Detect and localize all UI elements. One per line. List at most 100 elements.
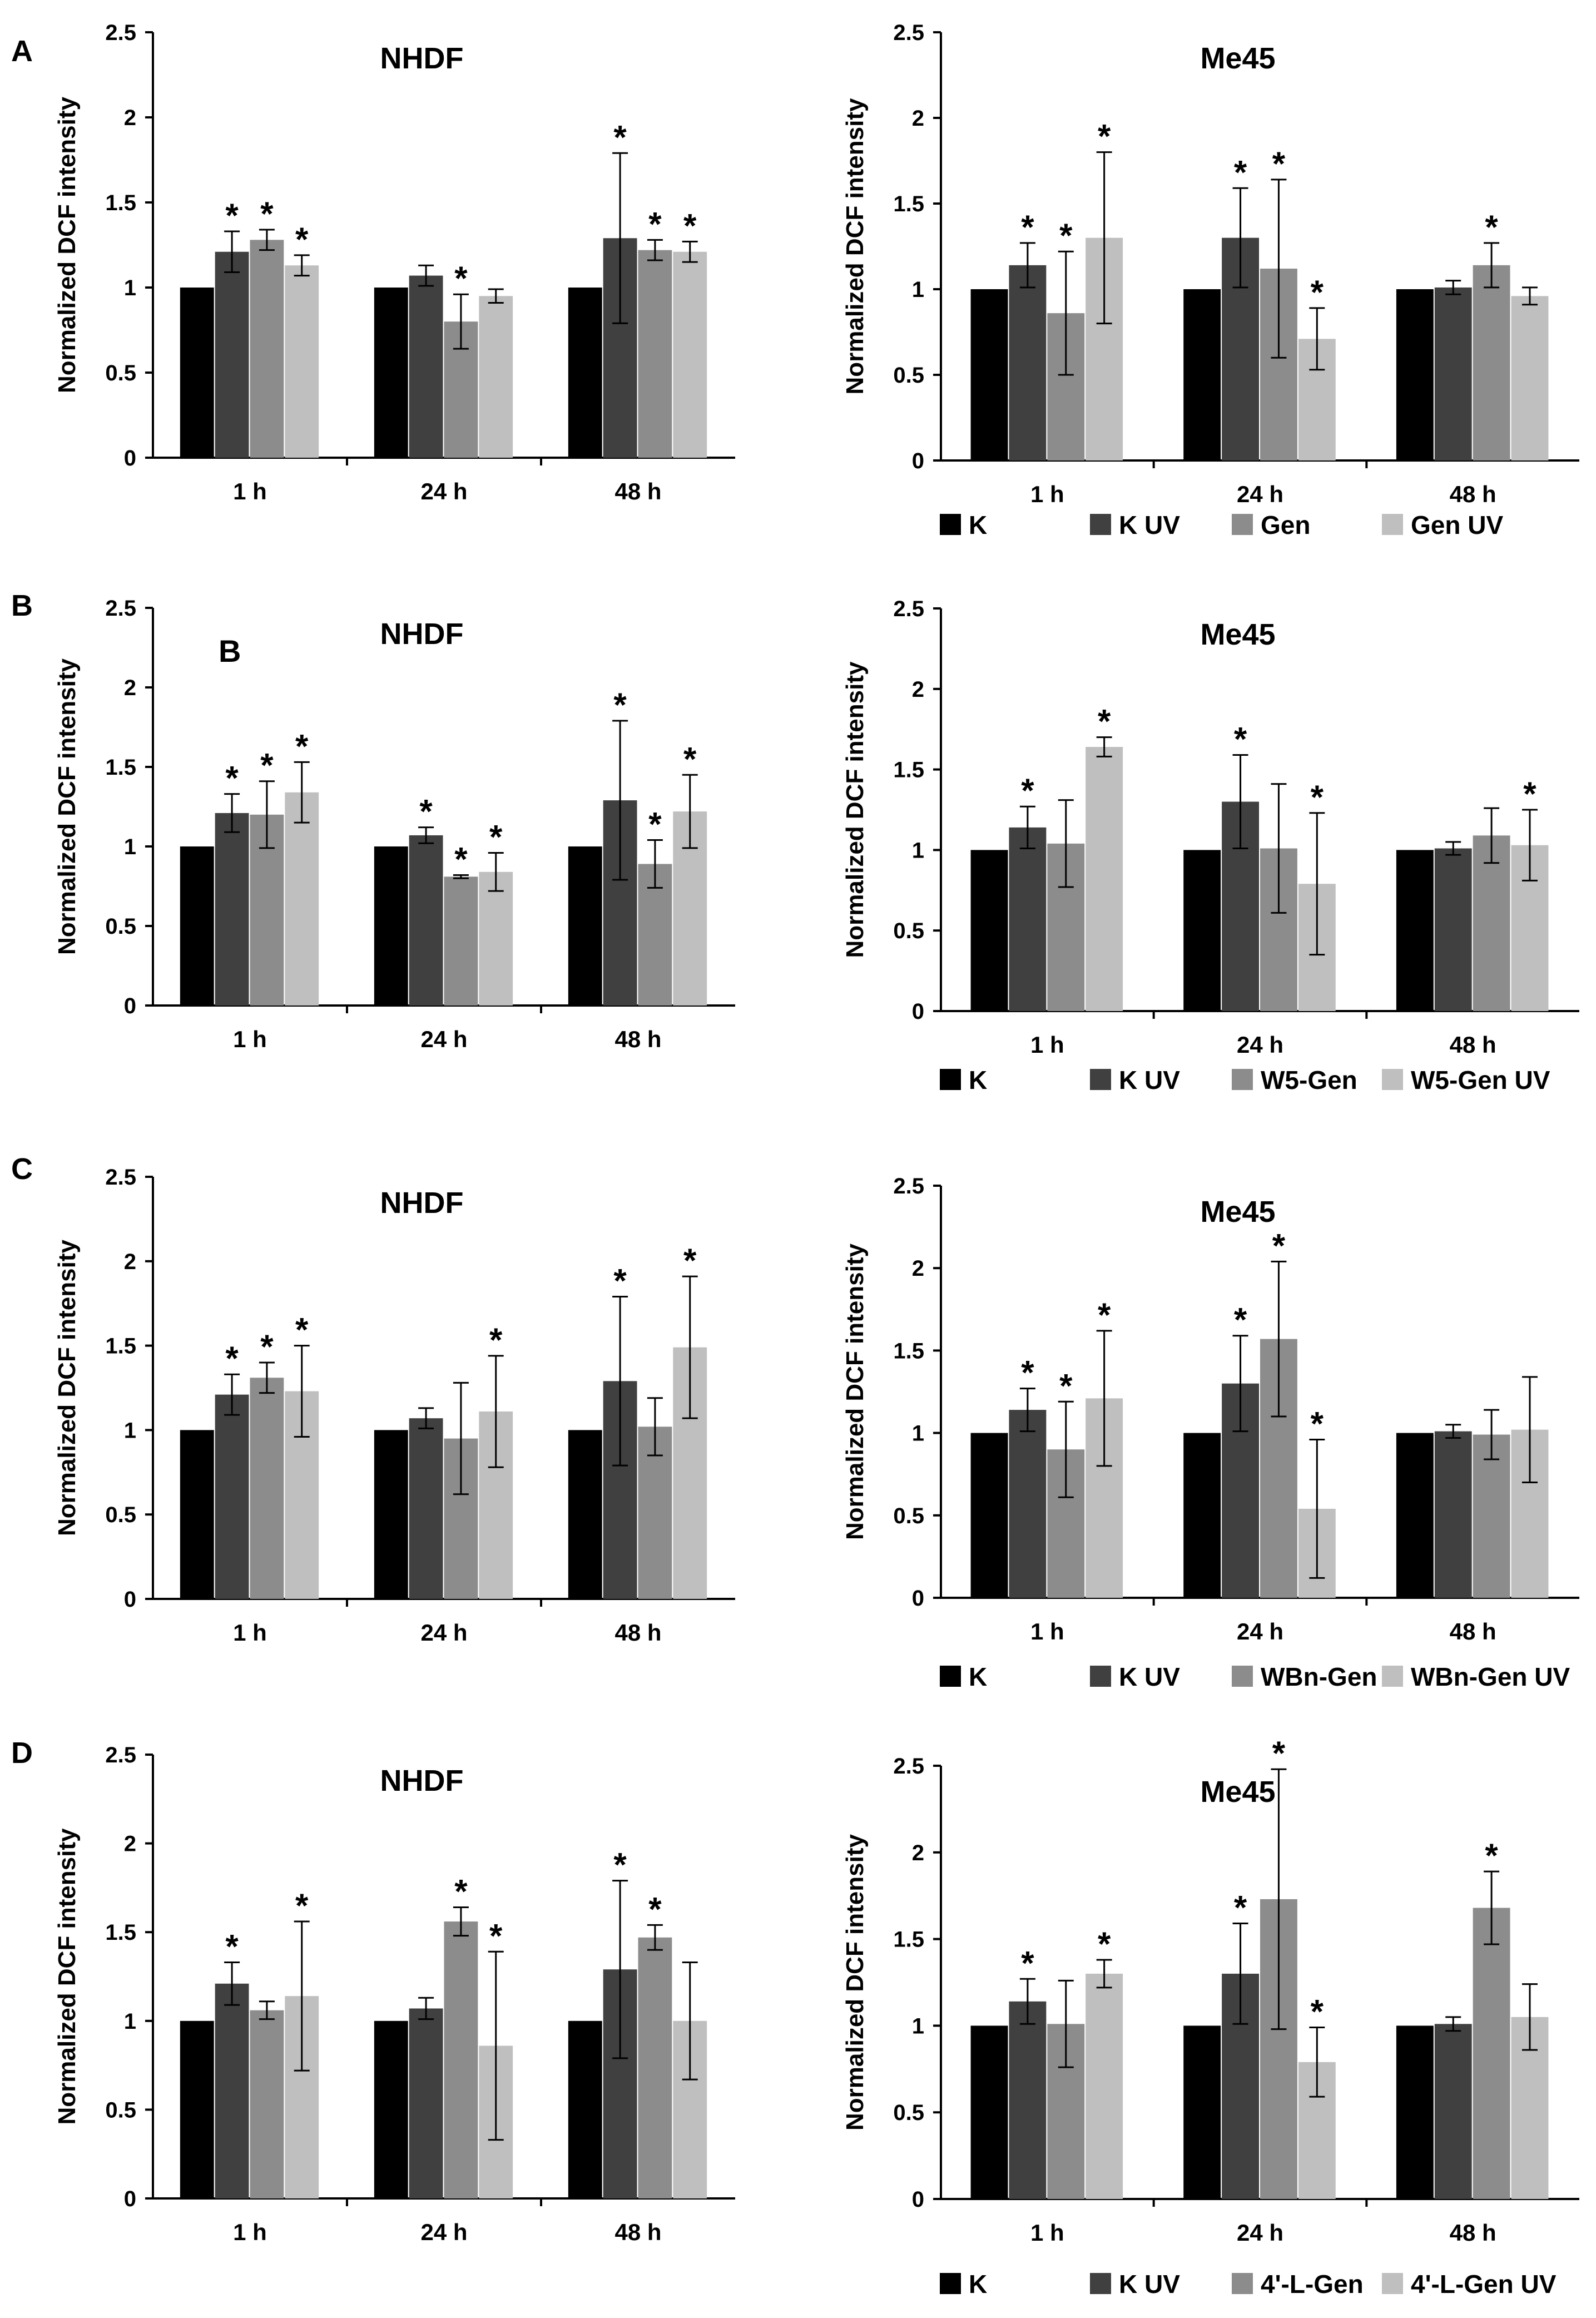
significance-marker: *	[1311, 779, 1324, 816]
significance-marker: *	[1234, 1301, 1247, 1339]
bar	[970, 850, 1008, 1011]
bar	[409, 1418, 443, 1599]
y-tick-label: 1	[124, 835, 136, 859]
bar	[673, 251, 707, 458]
bar	[1396, 1433, 1434, 1598]
significance-marker: *	[613, 686, 627, 724]
significance-marker: *	[648, 205, 662, 242]
chart-d-me45: Me45 Normalized DCF intensity 0 0.5 1 1.5 2 2.5…	[841, 1735, 1579, 2299]
significance-marker: *	[454, 260, 468, 297]
x-tick-label: 24 h	[1237, 2220, 1283, 2246]
significance-marker: *	[1098, 118, 1111, 155]
y-tick-label: 0	[912, 1586, 924, 1611]
y-tick-label: 1	[124, 2009, 136, 2034]
bar	[1434, 2024, 1472, 2199]
bar	[568, 2020, 602, 2198]
significance-marker: *	[613, 118, 627, 156]
significance-marker: *	[225, 197, 239, 234]
y-tick-label: 1.5	[105, 755, 136, 780]
legend-swatch	[1382, 2273, 1403, 2294]
chart-d-nhdf: NHDF Normalized DCF intensity 0 0.5 1 1.5 2 2.5…	[53, 1743, 735, 2245]
bar	[374, 288, 408, 458]
significance-marker: *	[683, 1242, 697, 1279]
significance-marker: *	[1485, 209, 1498, 246]
x-tick-label: 1 h	[233, 1619, 267, 1646]
y-tick-label: 0	[124, 994, 136, 1018]
bar	[1434, 848, 1472, 1011]
x-tick-label: 1 h	[233, 1026, 267, 1052]
x-tick-label: 1 h	[1030, 2220, 1064, 2246]
bar	[250, 2010, 284, 2198]
y-tick-label: 1	[124, 1418, 136, 1443]
legend: K K UV Gen Gen UV	[940, 511, 1503, 539]
bar	[1009, 265, 1047, 460]
legend-label: 4'-L-Gen	[1261, 2270, 1364, 2299]
x-tick-label: 24 h	[1237, 1032, 1283, 1058]
bar	[215, 1394, 249, 1599]
panel-inner-label: B	[219, 633, 241, 668]
significance-marker: *	[648, 1890, 662, 1928]
bar	[215, 251, 249, 458]
significance-marker: *	[225, 1928, 239, 1965]
bar	[1183, 289, 1221, 460]
y-tick-label: 2	[124, 676, 136, 700]
chart-title: NHDF	[380, 42, 464, 75]
bar	[568, 846, 602, 1006]
bar	[1009, 1410, 1047, 1598]
legend-swatch	[1232, 1069, 1253, 1090]
legend-label: WBn-Gen UV	[1411, 1662, 1570, 1691]
y-tick-label: 2	[912, 1256, 924, 1281]
legend-swatch	[1090, 1069, 1111, 1090]
legend-swatch	[1232, 1666, 1253, 1687]
x-tick-label: 24 h	[420, 1619, 467, 1646]
legend-swatch	[940, 1666, 961, 1687]
y-tick-label: 2.5	[893, 21, 924, 45]
bar	[409, 2008, 443, 2198]
y-tick-label: 1.5	[893, 758, 924, 782]
significance-marker: *	[1021, 209, 1034, 246]
y-tick-label: 0.5	[105, 361, 136, 385]
y-axis-label: Normalized DCF intensity	[53, 658, 81, 954]
y-tick-label: 1	[912, 278, 924, 302]
significance-marker: *	[225, 760, 239, 797]
x-tick-label: 48 h	[1450, 2220, 1496, 2246]
significance-marker: *	[295, 1887, 309, 1924]
significance-marker: *	[260, 195, 274, 232]
y-tick-label: 1.5	[893, 1339, 924, 1363]
chart-a-me45: Me45 Normalized DCF intensity 0 0.5 1 1.5 2 2.5…	[841, 21, 1579, 539]
legend: K K UV WBn-Gen WBn-Gen UV	[940, 1662, 1570, 1691]
significance-marker: *	[1272, 1735, 1286, 1772]
chart-title: Me45	[1200, 1195, 1275, 1229]
legend-label: K	[969, 1066, 987, 1094]
significance-marker: *	[613, 1846, 627, 1884]
bar	[568, 1430, 602, 1599]
x-tick-label: 24 h	[420, 2219, 467, 2245]
y-axis-label: Normalized DCF intensity	[53, 1239, 81, 1536]
y-tick-label: 0	[912, 2187, 924, 2212]
significance-marker: *	[1021, 1944, 1034, 1982]
y-tick-label: 2	[124, 1250, 136, 1274]
panel-label-b: B	[11, 589, 33, 622]
bar	[1396, 850, 1434, 1011]
significance-marker: *	[295, 727, 309, 765]
legend-label: Gen UV	[1411, 511, 1503, 539]
bar	[215, 813, 249, 1006]
chart-b-me45: Me45 Normalized DCF intensity 0 0.5 1 1.5 2 2.5…	[841, 597, 1579, 1094]
bar	[638, 250, 672, 458]
significance-marker: *	[1059, 1367, 1073, 1404]
significance-marker: *	[295, 1311, 309, 1349]
y-tick-label: 2	[912, 106, 924, 131]
legend-label: Gen	[1261, 511, 1310, 539]
x-tick-label: 48 h	[614, 478, 661, 504]
legend: K K UV 4'-L-Gen 4'-L-Gen UV	[940, 2270, 1557, 2299]
bar	[1434, 1431, 1472, 1598]
legend-swatch	[1232, 514, 1253, 535]
significance-marker: *	[1272, 1227, 1286, 1264]
bar	[479, 871, 513, 1006]
bar	[409, 275, 443, 458]
x-tick-label: 48 h	[1450, 1032, 1496, 1058]
legend-label: 4'-L-Gen UV	[1411, 2270, 1557, 2299]
significance-marker: *	[683, 740, 697, 777]
significance-marker: *	[1523, 775, 1536, 813]
y-axis-label: Normalized DCF intensity	[53, 1828, 81, 2124]
